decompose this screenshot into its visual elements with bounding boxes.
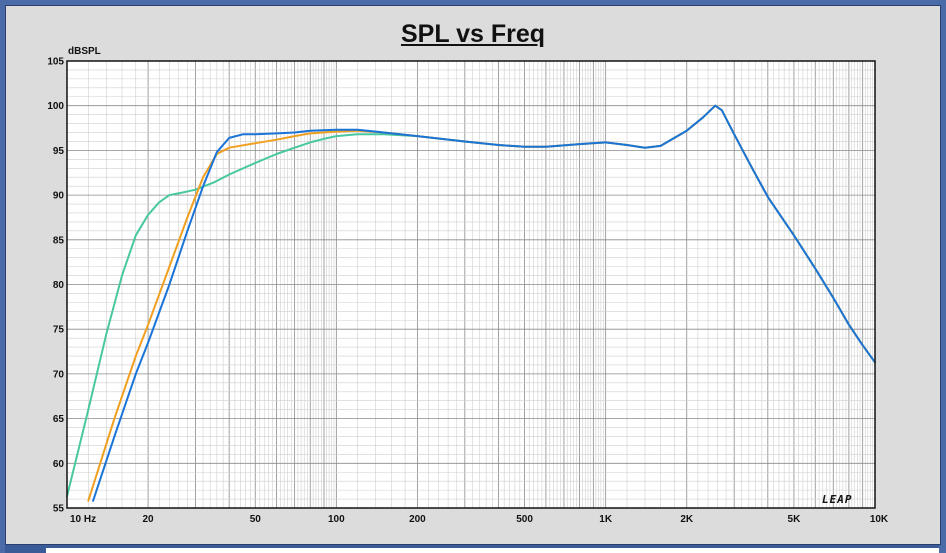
x-tick-label: 5K (788, 514, 802, 525)
y-tick-label: 60 (53, 459, 65, 470)
y-tick-label: 75 (53, 325, 65, 336)
y-tick-label: 80 (53, 280, 65, 291)
x-tick-label: 2K (680, 514, 694, 525)
x-tick-label: 1K (599, 514, 613, 525)
x-tick-label: 500 (516, 514, 533, 525)
x-tick-label: 50 (250, 514, 262, 525)
y-tick-label: 90 (53, 191, 65, 202)
x-tick-label: 10K (870, 514, 889, 525)
x-tick-label: 20 (143, 514, 155, 525)
series-group (66, 104, 876, 502)
x-tick-labels: 10 Hz 20 50 100 200 500 1K 2K 5K 10K (70, 514, 889, 525)
chart-title: SPL vs Freq (400, 20, 546, 48)
y-tick-label: 70 (53, 369, 65, 380)
brand-logo: LEAP (822, 493, 853, 506)
y-axis-label: dBSPL (68, 46, 101, 57)
y-tick-label: 105 (47, 57, 64, 68)
y-tick-label: 55 (53, 504, 65, 515)
x-tick-label: 200 (409, 514, 426, 525)
x-tick-label: 10 Hz (70, 514, 96, 525)
y-tick-label: 65 (53, 414, 65, 425)
y-tick-label: 85 (53, 235, 65, 246)
plot-border (66, 60, 876, 509)
y-tick-labels: 55 60 65 70 75 80 85 90 95 100 105 (47, 57, 64, 515)
bottom-strip-panel (46, 548, 939, 553)
grid (67, 61, 875, 508)
y-tick-label: 95 (53, 146, 65, 157)
series-line-3 (92, 104, 876, 502)
x-tick-label: 100 (328, 514, 345, 525)
y-tick-label: 100 (47, 101, 64, 112)
